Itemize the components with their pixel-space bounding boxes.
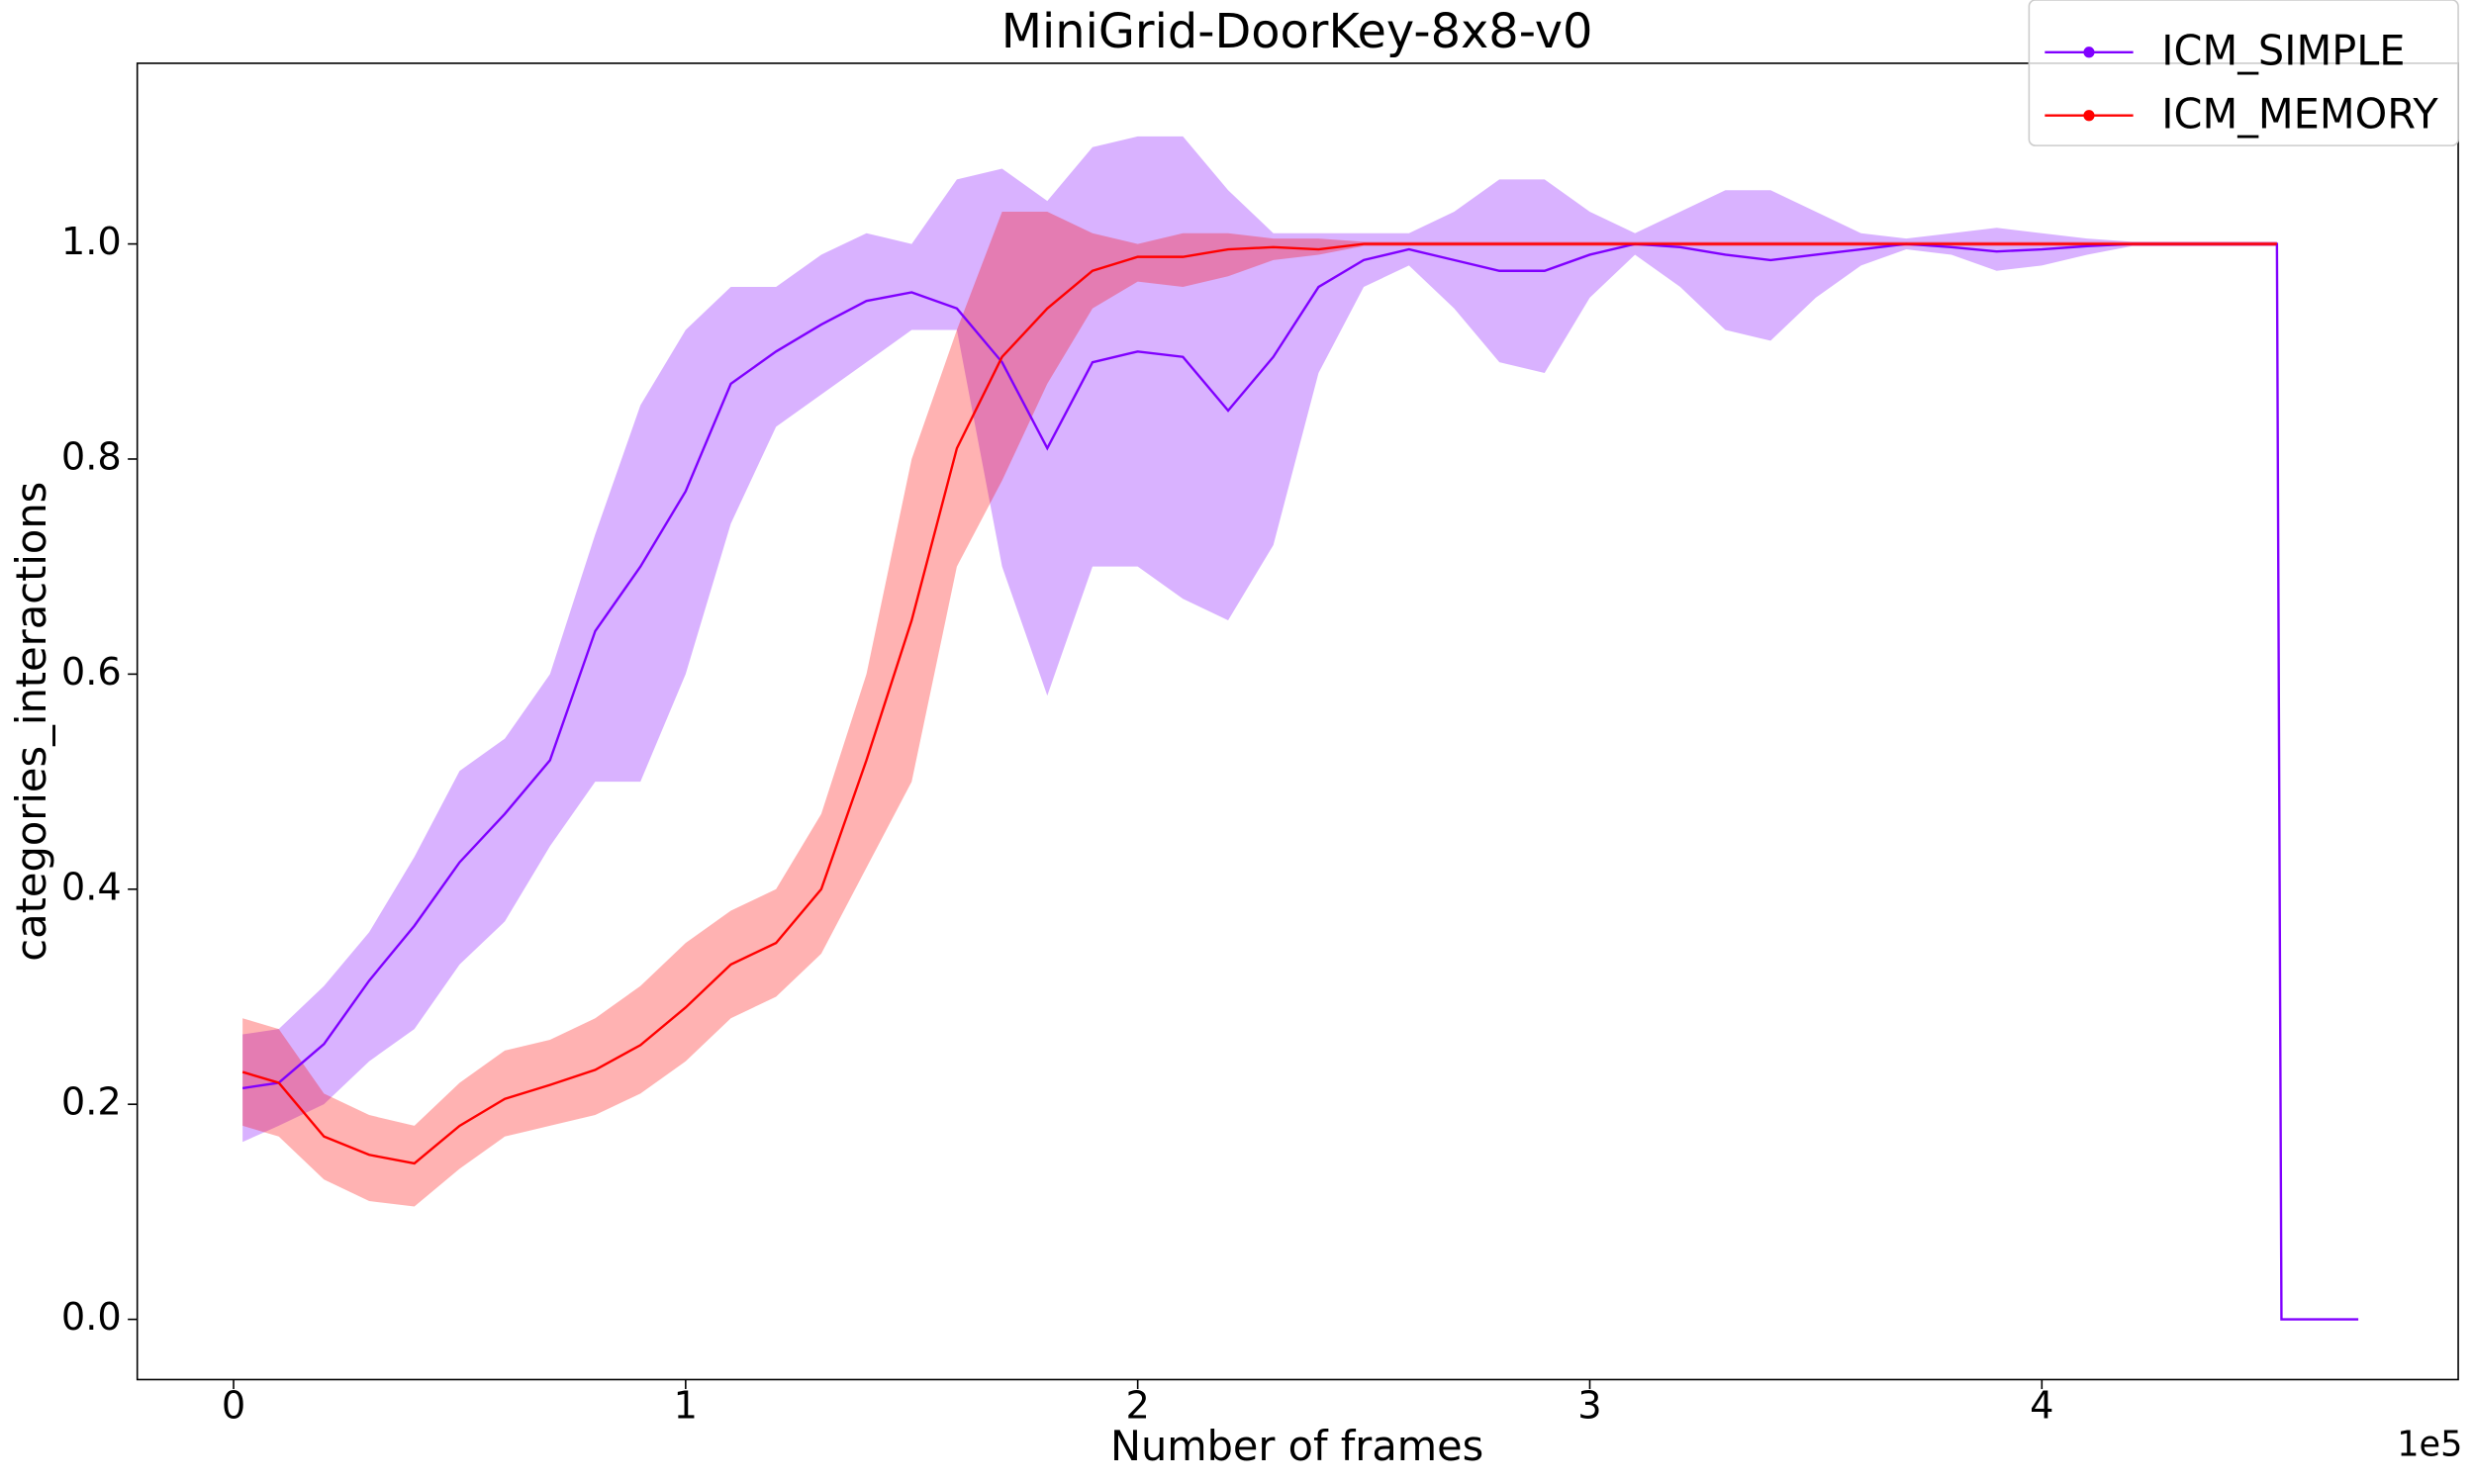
x-tick-label: 3	[1577, 1384, 1601, 1429]
plot-frame	[136, 62, 2459, 1381]
x-tick-label: 1	[674, 1384, 698, 1429]
series-line	[241, 242, 2359, 1321]
x-tick-label: 0	[222, 1384, 245, 1429]
x-offset-label: 1e5	[2397, 1425, 2462, 1465]
legend-marker	[2083, 110, 2095, 122]
error-band	[242, 211, 2277, 1207]
y-tick-label: 0.2	[61, 1080, 122, 1125]
error-band	[242, 136, 2277, 1143]
legend-marker	[2083, 46, 2095, 58]
x-axis-label: Number of frames	[1110, 1422, 1483, 1470]
y-tick-label: 0.0	[61, 1295, 122, 1340]
y-tick-label: 0.4	[61, 865, 122, 909]
legend-label: ICM_MEMORY	[2161, 89, 2438, 138]
series-line	[241, 242, 2277, 1165]
chart-title: MiniGrid-DoorKey-8x8-v0	[1001, 5, 1593, 59]
y-tick-label: 0.6	[61, 650, 122, 695]
legend-box	[2028, 0, 2459, 146]
y-tick-label: 1.0	[61, 220, 122, 264]
legend-label: ICM_SIMPLE	[2161, 26, 2405, 74]
x-tick-label: 2	[1125, 1384, 1149, 1429]
x-tick-label: 4	[2030, 1384, 2053, 1429]
y-axis-label: categories_interactions	[7, 482, 55, 962]
y-tick-label: 0.8	[61, 434, 122, 479]
